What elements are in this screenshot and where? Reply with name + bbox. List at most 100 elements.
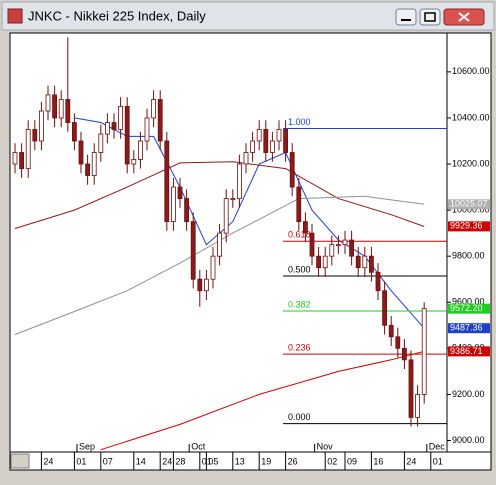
x-tick-label: 14 (136, 456, 146, 466)
candle-body (197, 278, 203, 292)
candle-body (395, 336, 401, 349)
candle-body (250, 140, 256, 153)
moving-average (100, 350, 425, 451)
window-icon (7, 8, 23, 24)
x-tick-label: 24 (162, 456, 172, 466)
price-tag-label: 10025.07 (450, 199, 488, 209)
plot-area (9, 32, 448, 453)
candle-body (276, 129, 282, 142)
candle-body (309, 232, 315, 257)
candle-body (12, 152, 18, 165)
y-tick-label: 9200.00 (452, 389, 485, 399)
fib-label: 0.618 (288, 230, 311, 240)
candle-body (415, 394, 421, 418)
candle-body (263, 129, 269, 153)
price-tag (448, 323, 490, 334)
candle-body (382, 290, 388, 326)
x-tick-label: 28 (175, 456, 185, 466)
price-tag (448, 221, 490, 232)
x-tick-label: 16 (373, 456, 383, 466)
candle-body (388, 324, 394, 338)
candle-body (243, 152, 249, 165)
x-tick-label: 01 (76, 456, 86, 466)
candle-body (342, 239, 348, 246)
candle-body (137, 140, 143, 160)
candle-body (32, 129, 38, 142)
candle-body (316, 255, 322, 269)
candle-body (329, 244, 335, 257)
candle-body (335, 244, 341, 247)
candle-body (223, 198, 229, 234)
candle-body (25, 129, 31, 170)
x-tick-label: 07 (103, 456, 113, 466)
candle-body (131, 159, 137, 165)
x-tick-label: 13 (235, 456, 245, 466)
candle-body (65, 99, 71, 123)
moving-average (74, 117, 425, 329)
candle-body (111, 122, 117, 130)
candle-body (85, 163, 90, 176)
candle-body (144, 117, 150, 142)
y-tick-label: 9800.00 (452, 251, 485, 261)
fib-label: 0.500 (288, 264, 311, 274)
candle-body (72, 122, 77, 142)
candle-body (91, 152, 97, 176)
date-axis (9, 451, 492, 471)
candle-body (151, 99, 157, 119)
x-tick-label: 24 (43, 456, 53, 466)
x-tick-label: 05 (208, 456, 218, 466)
month-label: Nov (317, 441, 334, 451)
candle-body (302, 221, 308, 234)
fib-label: 1.000 (288, 117, 311, 127)
candle-body (39, 110, 44, 142)
price-tag-label: 9386.71 (450, 346, 483, 356)
candle-body (375, 271, 381, 292)
x-tick-label: 19 (261, 456, 271, 466)
month-label: Sep (79, 441, 95, 451)
candle-body (349, 239, 355, 257)
candle-body (289, 152, 295, 188)
candle-body (98, 133, 104, 153)
moving-average (14, 161, 425, 229)
x-tick-label: 26 (288, 456, 298, 466)
candle-body (177, 186, 183, 199)
y-tick-label: 10600.00 (452, 66, 490, 76)
y-tick-label: 10000.00 (452, 204, 490, 214)
candle-body (368, 255, 374, 273)
fib-label: 0.000 (288, 412, 311, 422)
y-tick-label: 10200.00 (452, 158, 490, 168)
candle-body (322, 255, 328, 269)
close-icon (458, 12, 470, 22)
candle-body (157, 99, 163, 142)
candle-body (45, 94, 51, 112)
candle-body (203, 278, 209, 292)
fib-label: 0.382 (288, 299, 311, 309)
x-tick-label: 09 (347, 456, 357, 466)
x-tick-label: 24 (406, 456, 416, 466)
price-tag-label: 9487.36 (450, 323, 483, 333)
candle-body (296, 186, 302, 223)
maximize-button[interactable] (419, 8, 441, 26)
candle-body (190, 221, 196, 280)
candle-body (236, 163, 242, 199)
price-tag-label: 9572.20 (450, 303, 483, 313)
candle-body (408, 359, 414, 418)
x-tick-label: 01 (433, 456, 443, 466)
candle-body (19, 152, 25, 170)
maximize-icon (424, 12, 436, 22)
window-title: JNKC - Nikkei 225 Index, Daily (28, 8, 206, 23)
month-label: Dec (429, 441, 446, 451)
price-tag-label: 9929.36 (450, 221, 483, 231)
candle-body (210, 255, 216, 280)
candle-body (362, 255, 368, 269)
scroll-box[interactable] (10, 453, 30, 469)
month-label: Oct (191, 441, 206, 451)
candle-body (118, 106, 123, 130)
price-tag (448, 303, 490, 314)
candle-body (58, 99, 64, 119)
window-buttons (395, 8, 485, 26)
price-tag (448, 346, 490, 357)
fib-label: 0.236 (288, 342, 311, 352)
minimize-button[interactable] (395, 8, 417, 26)
